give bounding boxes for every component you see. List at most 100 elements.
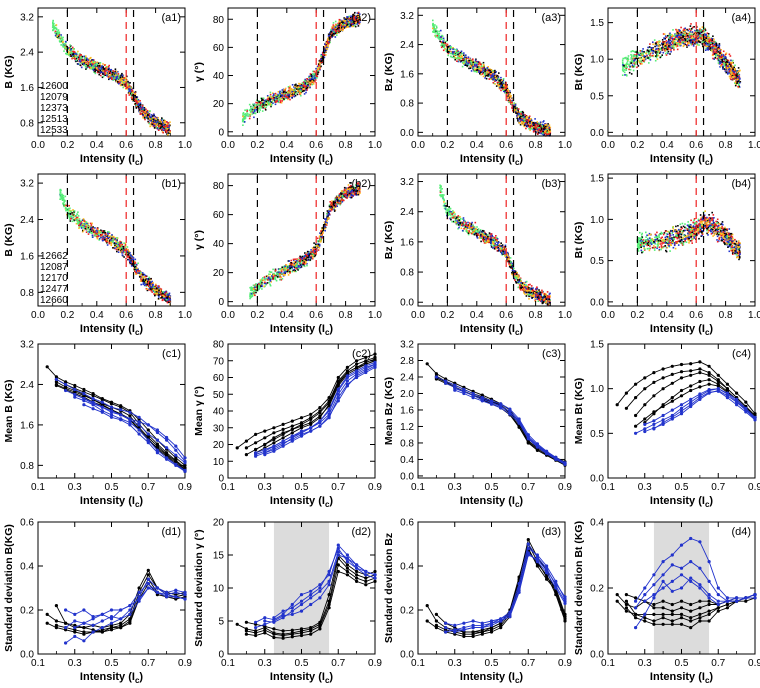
- scatter-point: [499, 87, 501, 89]
- scatter-point: [291, 97, 293, 99]
- scatter-point: [436, 32, 438, 34]
- scatter-point: [327, 42, 329, 44]
- scatter-point: [313, 71, 315, 73]
- scatter-point: [86, 60, 88, 62]
- scatter-point: [476, 68, 478, 70]
- scatter-point: [254, 107, 256, 109]
- x-tick-label: 1.0: [558, 140, 572, 151]
- scatter-point: [147, 111, 149, 113]
- scatter-point: [166, 125, 168, 127]
- scatter-point: [338, 27, 340, 29]
- scatter-point: [136, 103, 138, 105]
- scatter-point: [121, 73, 123, 75]
- scatter-point: [135, 103, 137, 105]
- scatter-point: [520, 116, 522, 118]
- scatter-point: [443, 44, 445, 46]
- scatter-point: [452, 57, 454, 59]
- scatter-point: [289, 86, 291, 88]
- scatter-point: [496, 77, 498, 79]
- scatter-point: [136, 98, 138, 100]
- scatter-point: [482, 70, 484, 72]
- scatter-point: [106, 70, 108, 72]
- scatter-point: [630, 54, 632, 56]
- scatter-point: [294, 96, 296, 98]
- scatter-point: [501, 80, 503, 82]
- scatter-point: [294, 90, 296, 92]
- scatter-point: [279, 94, 281, 96]
- scatter-point: [167, 122, 169, 124]
- scatter-point: [297, 90, 299, 92]
- scatter-point: [94, 68, 96, 70]
- scatter-point: [472, 66, 474, 68]
- scatter-point: [471, 63, 473, 65]
- panel-label: (a2): [351, 12, 371, 24]
- scatter-point: [440, 36, 442, 38]
- y-tick-label: 3.2: [20, 12, 34, 23]
- scatter-point: [305, 92, 307, 94]
- scatter-point: [452, 48, 454, 50]
- scatter-point: [282, 94, 284, 96]
- scatter-point: [510, 102, 512, 104]
- scatter-point: [155, 122, 157, 124]
- scatter-point: [437, 33, 439, 35]
- y-tick-label: 0: [218, 127, 224, 138]
- scatter-point: [495, 76, 497, 78]
- scatter-point: [273, 98, 275, 100]
- y-tick-label: 0.0: [400, 128, 414, 139]
- scatter-point: [108, 69, 110, 71]
- scatter-point: [142, 110, 144, 112]
- scatter-point: [330, 29, 332, 31]
- scatter-point: [147, 115, 149, 117]
- scatter-point: [313, 83, 315, 85]
- scatter-point: [151, 116, 153, 118]
- scatter-point: [435, 35, 437, 37]
- scatter-point: [512, 105, 514, 107]
- scatter-point: [333, 22, 335, 24]
- scatter-point: [320, 61, 322, 63]
- scatter-point: [468, 56, 470, 58]
- scatter-point: [472, 58, 474, 60]
- scatter-point: [246, 110, 248, 112]
- scatter-point: [479, 62, 481, 64]
- scatter-point: [118, 73, 120, 75]
- scatter-point: [166, 131, 168, 133]
- scatter-point: [654, 46, 656, 48]
- scatter-point: [548, 130, 550, 132]
- scatter-point: [252, 113, 254, 115]
- scatter-point: [440, 45, 442, 47]
- scatter-point: [541, 130, 543, 132]
- scatter-point: [729, 54, 731, 56]
- scatter-point: [655, 60, 657, 62]
- scatter-point: [275, 93, 277, 95]
- scatter-point: [438, 35, 440, 37]
- scatter-point: [334, 33, 336, 35]
- scatter-point: [256, 104, 258, 106]
- scatter-point: [261, 100, 263, 102]
- scatter-point: [280, 100, 282, 102]
- x-axis-label-end: ): [329, 153, 333, 165]
- scatter-point: [164, 120, 166, 122]
- scatter-point: [275, 97, 277, 99]
- scatter-point: [450, 46, 452, 48]
- scatter-point: [80, 54, 82, 56]
- scatter-point: [456, 58, 458, 60]
- scatter-point: [525, 128, 527, 130]
- scatter-point: [259, 109, 261, 111]
- scatter-point: [705, 49, 707, 51]
- scatter-point: [467, 63, 469, 65]
- scatter-point: [483, 76, 485, 78]
- scatter-point: [292, 84, 294, 86]
- scatter-point: [456, 60, 458, 62]
- scatter-point: [264, 100, 266, 102]
- scatter-point: [657, 58, 659, 60]
- scatter-point: [516, 111, 518, 113]
- scatter-point: [479, 73, 481, 75]
- scatter-point: [631, 66, 633, 68]
- scatter-point: [279, 91, 281, 93]
- scatter-point: [523, 112, 525, 114]
- scatter-point: [243, 112, 245, 114]
- scatter-point: [528, 120, 530, 122]
- scatter-point: [245, 113, 247, 115]
- scatter-point: [350, 24, 352, 26]
- scatter-point: [520, 111, 522, 113]
